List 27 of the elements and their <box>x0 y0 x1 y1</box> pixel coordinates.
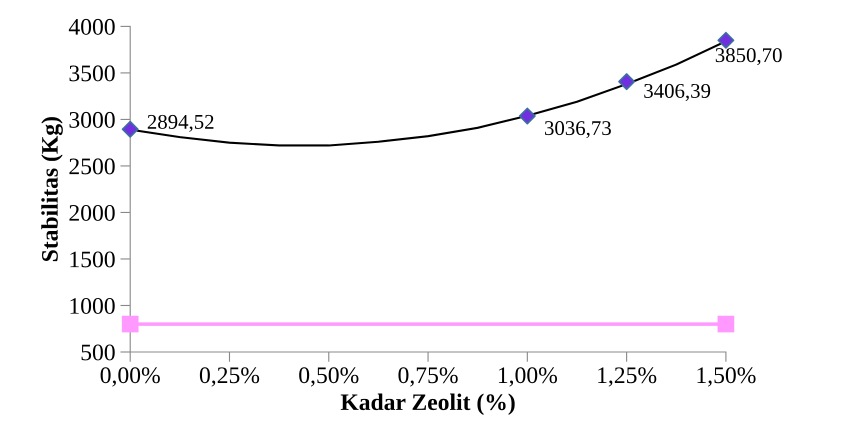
x-tick-label: 0,75% <box>398 367 458 387</box>
x-tick-label: 0,25% <box>200 367 260 387</box>
data-label: 3406,39 <box>644 84 710 101</box>
point <box>717 32 734 49</box>
x-tick-label: 0,00% <box>100 367 160 387</box>
y-tick-label: 4000 <box>68 18 115 35</box>
data-label: 2894,52 <box>148 114 214 132</box>
y-tick-label: 1500 <box>70 251 115 268</box>
data-label: 3850,70 <box>716 48 782 66</box>
y-tick-label: 3000 <box>70 112 115 128</box>
data-label: 3036,73 <box>545 121 611 138</box>
point <box>718 316 734 332</box>
x-tick-label: 1,25% <box>598 367 656 387</box>
point <box>618 73 636 90</box>
point <box>122 316 139 332</box>
y-tick-label: 500 <box>82 344 115 360</box>
y-axis-title: Stabilitas (Kg) <box>41 117 63 262</box>
x-axis-title: Kadar Zeolit (%) <box>340 394 515 415</box>
x-tick-label: 1,00% <box>498 367 558 387</box>
x-tick-label: 0,50% <box>299 367 358 387</box>
y-tick-label: 2500 <box>69 158 115 174</box>
y-tick-label: 1000 <box>70 298 115 314</box>
y-tick-label: 3500 <box>70 65 115 82</box>
point <box>518 108 536 124</box>
point <box>122 120 139 138</box>
x-tick-label: 1,50% <box>697 367 756 387</box>
y-tick-label: 2000 <box>69 204 115 221</box>
